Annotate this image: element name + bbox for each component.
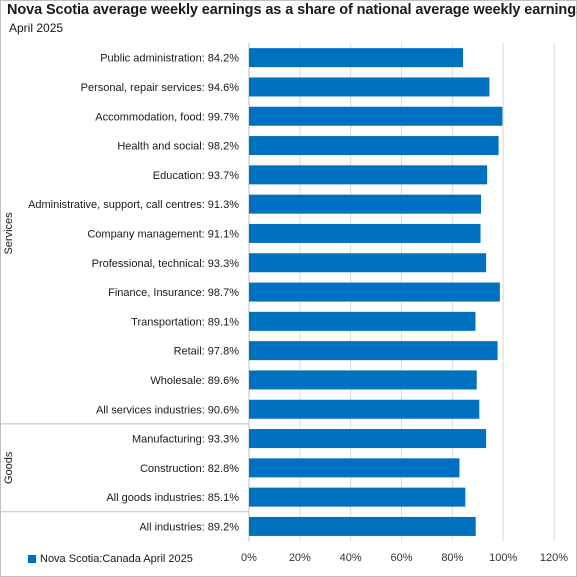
bar: [249, 311, 476, 331]
category-label: Construction: 82.8%: [140, 463, 239, 475]
category-label: Finance, Insurance: 98.7%: [108, 287, 239, 299]
bar: [249, 77, 490, 97]
category-label: All goods industries: 85.1%: [106, 492, 239, 504]
legend: Nova Scotia:Canada April 2025: [28, 553, 193, 565]
bar: [249, 48, 464, 68]
category-label: All industries: 89.2%: [139, 521, 239, 533]
bar: [249, 194, 482, 214]
x-tick-label: 40%: [340, 552, 362, 564]
category-label: Public administration: 84.2%: [100, 53, 239, 65]
group-label: Services: [3, 212, 15, 255]
chart-title: Nova Scotia average weekly earnings as a…: [7, 2, 577, 18]
bar: [249, 458, 460, 478]
bar: [249, 370, 477, 390]
x-tick-label: 60%: [390, 552, 412, 564]
x-tick-label: 100%: [489, 552, 517, 564]
category-label: All services industries: 90.6%: [96, 404, 239, 416]
bar: [249, 399, 480, 419]
x-tick-label: 20%: [289, 552, 311, 564]
bar: [249, 282, 500, 302]
bar: [249, 106, 503, 126]
legend-label: Nova Scotia:Canada April 2025: [40, 553, 193, 565]
category-label: Transportation: 89.1%: [131, 316, 239, 328]
bar: [249, 516, 476, 536]
category-label: Administrative, support, call centres: 9…: [28, 199, 239, 211]
bar: [249, 341, 498, 361]
x-tick-label: 80%: [441, 552, 463, 564]
category-label: Accommodation, food: 99.7%: [95, 111, 239, 123]
legend-swatch: [28, 555, 36, 563]
bar: [249, 136, 499, 156]
bar: [249, 223, 481, 243]
category-label: Retail: 97.8%: [174, 346, 240, 358]
category-label: Wholesale: 89.6%: [150, 375, 239, 387]
category-label: Manufacturing: 93.3%: [132, 434, 239, 446]
bar: [249, 429, 487, 449]
chart-subtitle: April 2025: [9, 21, 64, 35]
group-label: Goods: [3, 451, 15, 484]
category-label: Personal, repair services: 94.6%: [81, 82, 240, 94]
bar: [249, 253, 487, 273]
bar: [249, 487, 466, 507]
x-tick-label: 120%: [540, 552, 568, 564]
category-label: Professional, technical: 93.3%: [92, 258, 240, 270]
category-label: Health and social: 98.2%: [117, 141, 239, 153]
category-label: Education: 93.7%: [153, 170, 239, 182]
bar: [249, 165, 488, 185]
category-label: Company management: 91.1%: [87, 228, 239, 240]
x-tick-label: 0%: [241, 552, 257, 564]
